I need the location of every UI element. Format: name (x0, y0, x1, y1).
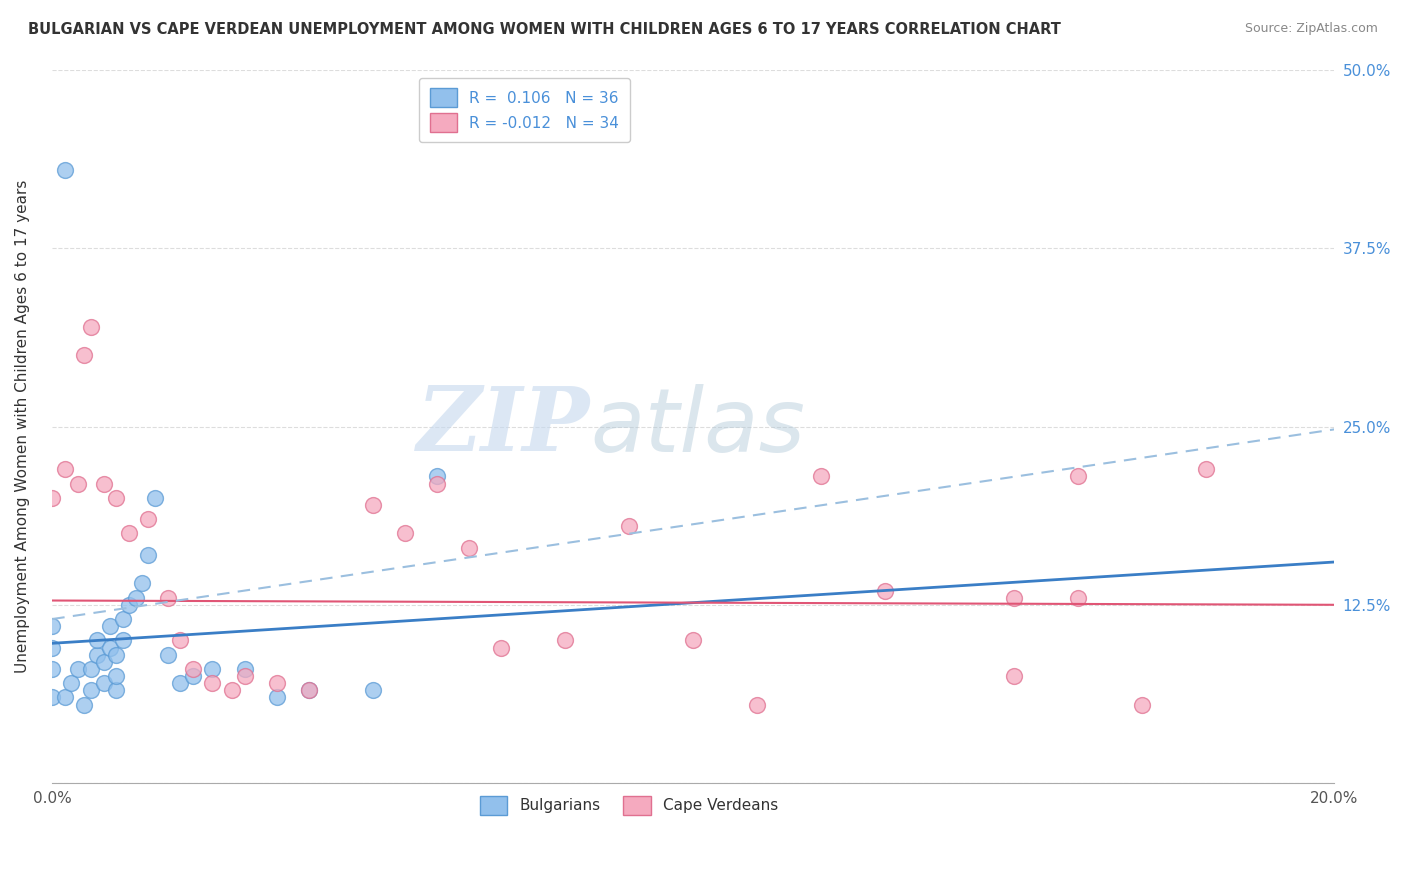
Y-axis label: Unemployment Among Women with Children Ages 6 to 17 years: Unemployment Among Women with Children A… (15, 180, 30, 673)
Point (118, 598, 141, 612)
Point (131, 576, 153, 591)
Text: ZIP: ZIP (418, 384, 591, 470)
Point (1067, 469, 1090, 483)
Point (93, 476, 115, 491)
Point (233, 662, 256, 676)
Point (111, 633, 134, 648)
Point (79, 683, 101, 698)
Point (361, 683, 384, 698)
Point (297, 683, 319, 698)
Point (124, 591, 146, 605)
Point (201, 676, 224, 690)
Text: Source: ZipAtlas.com: Source: ZipAtlas.com (1244, 22, 1378, 36)
Point (143, 491, 166, 505)
Point (1067, 591, 1090, 605)
Point (394, 526, 416, 541)
Point (156, 648, 179, 662)
Point (93, 655, 115, 669)
Point (105, 648, 128, 662)
Point (66, 476, 89, 491)
Text: atlas: atlas (591, 384, 806, 469)
Point (86, 633, 108, 648)
Point (1130, 698, 1153, 712)
Point (93, 676, 115, 690)
Point (554, 633, 576, 648)
Point (66, 662, 89, 676)
Point (79, 319, 101, 334)
Point (169, 633, 191, 648)
Point (617, 519, 640, 533)
Point (747, 698, 769, 712)
Text: BULGARIAN VS CAPE VERDEAN UNEMPLOYMENT AMONG WOMEN WITH CHILDREN AGES 6 TO 17 YE: BULGARIAN VS CAPE VERDEAN UNEMPLOYMENT A… (28, 22, 1062, 37)
Point (426, 476, 449, 491)
Point (457, 541, 479, 555)
Point (111, 612, 134, 626)
Point (53, 690, 76, 705)
Point (60, 676, 83, 690)
Point (138, 548, 160, 562)
Point (361, 498, 384, 512)
Point (118, 526, 141, 541)
Point (233, 669, 256, 683)
Point (41, 640, 63, 655)
Point (1195, 462, 1218, 476)
Point (73, 698, 96, 712)
Point (156, 591, 179, 605)
Point (53, 162, 76, 177)
Point (682, 633, 704, 648)
Point (105, 491, 128, 505)
Point (201, 662, 224, 676)
Point (105, 683, 128, 698)
Point (875, 583, 897, 598)
Point (41, 619, 63, 633)
Point (41, 690, 63, 705)
Point (53, 462, 76, 476)
Point (266, 676, 288, 690)
Point (426, 469, 449, 483)
Point (41, 491, 63, 505)
Point (1002, 669, 1025, 683)
Point (41, 662, 63, 676)
Point (86, 648, 108, 662)
Point (73, 348, 96, 362)
Point (1002, 591, 1025, 605)
Point (181, 669, 204, 683)
Point (266, 690, 288, 705)
Point (181, 662, 204, 676)
Legend: Bulgarians, Cape Verdeans: Bulgarians, Cape Verdeans (470, 785, 789, 825)
Point (221, 683, 243, 698)
Point (105, 669, 128, 683)
Point (79, 662, 101, 676)
Point (297, 683, 319, 698)
Point (169, 676, 191, 690)
Point (489, 640, 512, 655)
Point (810, 469, 832, 483)
Point (98, 640, 121, 655)
Point (138, 512, 160, 526)
Point (98, 619, 121, 633)
